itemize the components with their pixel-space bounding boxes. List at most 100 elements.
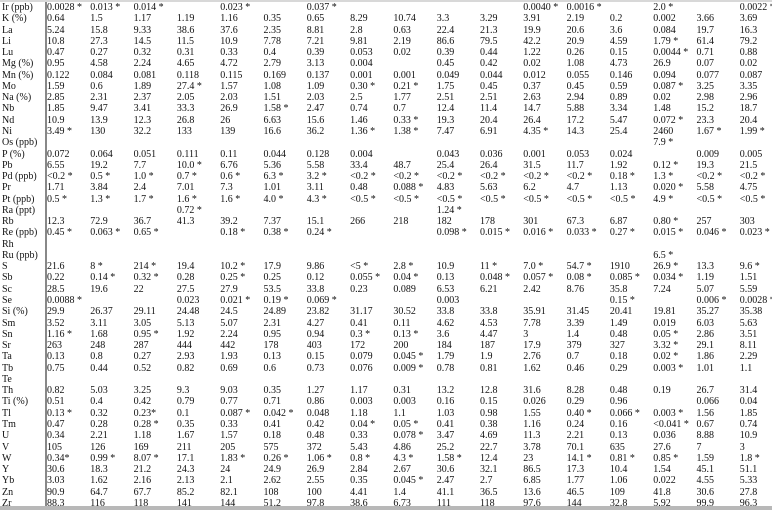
table-row: Zr 88.3 116 118 141 144 51.2 97.8 38.6 6.73 111 118… — [0, 498, 772, 509]
table-cell: 1.79 — [436, 351, 455, 363]
table-cell: 0.001 — [523, 148, 546, 160]
table-cell: 0.043 — [436, 148, 460, 160]
table-row: Ra (ppt) 0.72 * 1.24 * — [0, 205, 772, 216]
table-cell: 0.036 — [480, 148, 503, 160]
table-cell: 1.1 — [739, 362, 753, 374]
table-cell: 9.81 — [350, 35, 368, 47]
table-cell: 22 — [133, 283, 144, 295]
table-cell: 7.01 — [176, 182, 195, 194]
table-cell: 25.4 — [609, 125, 628, 137]
table-cell: 30.52 — [393, 306, 416, 318]
table-cell: 18.3 — [90, 464, 108, 476]
table-cell: 0.88 — [739, 47, 758, 59]
table-cell: 31.5 — [523, 159, 541, 171]
table-cell: 0.19 — [653, 385, 671, 397]
table-cell: 8.76 — [566, 283, 585, 295]
table-cell: 26.8 — [176, 114, 195, 126]
table-cell: 0.6 * — [220, 171, 241, 183]
table-cell: 211 — [176, 441, 192, 453]
table-cell: 0.169 — [263, 69, 287, 81]
table-cell: 3 — [739, 441, 745, 453]
table-cell: 53.5 — [263, 283, 282, 295]
table-cell: 0.42 — [133, 396, 152, 408]
table-cell: 12.3 — [47, 216, 65, 228]
table-cell: 444 — [176, 340, 192, 352]
row-label: Sc — [2, 283, 12, 295]
table-cell: <0.5 * — [609, 193, 636, 205]
table-cell: 37.6 — [220, 24, 238, 36]
table-cell: 0.99 * — [90, 452, 116, 464]
table-cell: 0.63 — [393, 24, 411, 36]
table-cell: 6.85 — [523, 475, 541, 487]
table-cell: 0.2 — [609, 13, 623, 25]
table-cell: 0.86 — [306, 396, 325, 408]
table-cell: 0.48 — [609, 385, 628, 397]
table-row: Re (ppb) 0.45 * 0.063 * 0.65 * 0.18 * 0.38 * 0… — [0, 227, 772, 238]
table-row: Mn (%) 0.122 0.084 0.081 0.118 0.115 0.169 0.13… — [0, 70, 772, 81]
table-cell: 0.048 — [306, 407, 330, 419]
table-cell: 0.07 — [696, 58, 715, 70]
table-cell: 0.65 — [306, 13, 325, 25]
table-cell: 6.63 — [263, 114, 282, 126]
table-cell: 32.2 — [133, 125, 152, 137]
table-cell: 1.03 — [436, 407, 455, 419]
table-cell: 8.88 — [696, 430, 715, 442]
table-cell: 12.4 — [480, 452, 498, 464]
table-cell: 6.91 — [480, 125, 498, 137]
table-cell: 0.71 — [263, 396, 282, 408]
table-cell: 2.98 — [696, 92, 715, 104]
row-label: Pd (ppb) — [2, 171, 37, 183]
table-cell: 9.3 — [176, 385, 190, 397]
table-cell: 0.19 * — [263, 295, 289, 307]
table-cell: 6.76 — [220, 159, 238, 171]
table-cell: 0.67 — [696, 418, 715, 430]
table-cell: 5.58 — [306, 159, 325, 171]
table-cell: 0.13 — [436, 272, 455, 284]
table-cell: 1.24 * — [436, 204, 462, 216]
table-cell: 0.74 — [350, 103, 368, 115]
row-label: Th — [2, 385, 14, 397]
table-cell: 17.9 — [523, 340, 541, 352]
table-cell: 0.1 — [176, 407, 190, 419]
table-cell: 7.9 * — [653, 137, 674, 149]
table-cell: 0.055 — [566, 69, 590, 81]
table-cell: 0.005 — [739, 148, 763, 160]
table-cell: 24.9 — [263, 464, 282, 476]
table-cell: 2.7 — [480, 475, 493, 487]
table-row: Ta 0.13 0.8 0.27 2.93 1.93 0.13 0.15 0.079 0.045 … — [0, 351, 772, 362]
table-cell: 6.53 — [436, 283, 455, 295]
table-cell: 4.83 — [436, 182, 455, 194]
table-cell: 0.25 — [263, 272, 282, 284]
table-cell: 22.7 — [480, 441, 498, 453]
table-cell: 0.022 — [653, 475, 676, 487]
table-cell: 1910 — [609, 261, 630, 273]
table-cell: 10.0 * — [176, 159, 202, 171]
table-cell: 20.4 — [480, 114, 498, 126]
table-cell: 3.52 — [47, 317, 65, 329]
table-cell: 169 — [133, 441, 149, 453]
table-cell: 0.053 — [566, 148, 590, 160]
row-label: V — [2, 441, 10, 453]
bottom-scrollbar[interactable] — [0, 506, 772, 510]
table-cell: 26.9 — [220, 103, 238, 115]
table-cell: 33.3 — [176, 103, 195, 115]
table-cell: 0.088 * — [393, 182, 424, 194]
table-cell: 24.48 — [176, 306, 200, 318]
table-cell: 33.8 — [436, 306, 455, 318]
table-cell: 1.6 * — [176, 193, 197, 205]
table-cell: 0.79 — [176, 396, 195, 408]
table-cell: 0.098 * — [436, 227, 467, 239]
table-cell: 0.35 — [350, 475, 368, 487]
table-cell: 36.5 — [480, 486, 498, 498]
table-cell: 0.122 — [47, 69, 70, 81]
table-cell: 0.34 — [47, 430, 65, 442]
table-cell: 0.28 — [90, 418, 108, 430]
table-row: Mg (%) 0.95 4.58 2.24 4.65 4.72 2.79 3.13 0.004 0… — [0, 58, 772, 69]
table-row: Tm 0.47 0.28 0.28 * 0.35 0.33 0.41 0.42 0.04 * 0.… — [0, 419, 772, 430]
row-label: Ta — [2, 351, 12, 363]
table-cell: 0.013 * — [90, 2, 121, 13]
table-cell: 372 — [306, 441, 322, 453]
table-cell: 3.69 — [739, 13, 758, 25]
table-cell: 14.7 — [523, 103, 541, 115]
table-cell: 0.3 * — [350, 328, 371, 340]
